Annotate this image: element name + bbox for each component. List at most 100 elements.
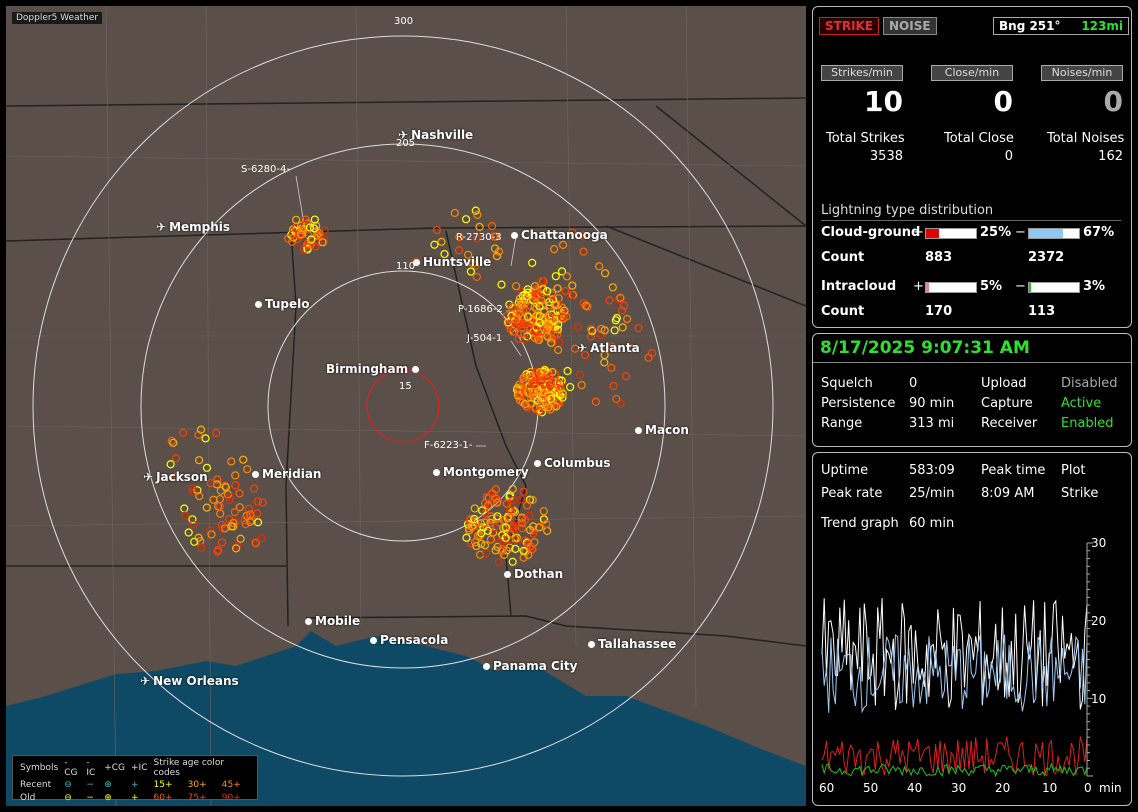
noises-per-min-header[interactable]: Noises/min [1041, 65, 1123, 81]
strike-marker [535, 297, 544, 306]
strike-marker [523, 501, 532, 510]
neg-cg-old-icon: ⊖ [64, 792, 72, 803]
strike-marker [553, 284, 562, 293]
strike-marker [627, 344, 636, 353]
strike-marker [535, 523, 544, 532]
plus-sign: + [913, 279, 924, 294]
strike-marker [484, 501, 493, 510]
strike-marker [470, 504, 479, 513]
legend-header: -CG [64, 758, 78, 778]
strike-marker [477, 539, 486, 548]
city-atlanta: ✈ Atlanta [577, 341, 640, 355]
strike-marker [563, 366, 572, 376]
strike-marker [221, 483, 230, 492]
storm-label[interactable]: F-6223-1- [424, 440, 473, 451]
x-tick: 30 [951, 781, 967, 795]
strike-marker [567, 291, 576, 300]
strike-marker [450, 208, 459, 218]
strike-marker [313, 231, 322, 240]
strike-marker [621, 372, 631, 381]
strike-marker [318, 238, 327, 247]
strike-marker [497, 547, 506, 556]
strike-marker [480, 541, 490, 550]
strike-marker [213, 547, 222, 556]
strike-marker [550, 245, 559, 254]
age-code: 75+ [187, 792, 207, 803]
strike-marker [284, 234, 293, 243]
city-dot-icon [588, 641, 595, 648]
system-info-panel: 8/17/2025 9:07:31 AM Squelch 0 Upload Di… [812, 333, 1132, 447]
strike-marker [568, 281, 577, 290]
close-per-min-header[interactable]: Close/min [931, 65, 1013, 81]
map-title-tag: Doppler5 Weather [12, 12, 103, 24]
strike-marker [312, 227, 321, 236]
cg-positive-bar-fill [926, 229, 939, 238]
divider [821, 220, 1121, 221]
noise-mode-button[interactable]: NOISE [883, 17, 937, 35]
strike-marker [491, 546, 500, 555]
strike-marker [257, 534, 266, 543]
neg-ic-recent-icon: − [86, 779, 94, 790]
strike-marker [206, 479, 215, 488]
strike-marker [508, 302, 517, 311]
symbol-legend: Symbols -CG -IC +CG +IC Strike age color… [12, 755, 258, 803]
strike-marker [533, 290, 542, 299]
strike-marker [241, 520, 250, 529]
strike-marker [557, 267, 567, 276]
strike-mode-button[interactable]: STRIKE [819, 17, 880, 35]
strike-marker [292, 215, 301, 224]
strike-marker [580, 350, 590, 360]
lightning-map[interactable]: Doppler5 Weather 300 205 110 15 S-6280-4… [6, 6, 806, 806]
storm-label[interactable]: S-6280-4- [241, 164, 290, 175]
storm-label[interactable]: R-2730-3 [456, 232, 502, 243]
strike-marker [490, 244, 500, 253]
strike-marker [528, 526, 538, 535]
strike-marker [583, 302, 592, 311]
strike-marker [533, 311, 542, 320]
strike-marker [547, 394, 556, 403]
strike-marker [307, 235, 316, 244]
persistence-label: Persistence [821, 396, 896, 411]
strike-marker [562, 272, 572, 281]
receiver-value[interactable]: Enabled [1061, 416, 1114, 431]
cg-negative-count: 2372 [1028, 250, 1065, 265]
storm-label[interactable]: J-504-1 [467, 333, 503, 344]
strike-marker [288, 230, 297, 239]
x-tick: 40 [907, 781, 923, 795]
strike-marker [509, 315, 518, 324]
strike-marker [239, 455, 248, 464]
strike-marker [491, 494, 501, 503]
legend-header: +CG [104, 763, 126, 773]
strike-marker [310, 215, 319, 224]
total-noises-value: 162 [1098, 149, 1123, 164]
ic-positive-bar [925, 282, 977, 293]
city-meridian: Meridian [252, 467, 321, 481]
strikes-per-min-header[interactable]: Strikes/min [821, 65, 903, 81]
ic-negative-bar [1028, 282, 1080, 293]
strike-marker [539, 515, 549, 524]
strike-marker [432, 225, 441, 235]
upload-value[interactable]: Disabled [1061, 376, 1118, 391]
cg-negative-bar-fill [1029, 229, 1063, 238]
strike-marker [512, 282, 521, 291]
strike-marker [190, 537, 199, 546]
strike-marker [600, 358, 609, 367]
storm-label[interactable]: P-1686-2 [458, 304, 503, 315]
strike-marker [207, 530, 216, 539]
legend-recent-label: Recent [20, 779, 52, 790]
strike-marker [220, 481, 230, 491]
strike-marker [230, 507, 239, 517]
airport-icon: ✈ [140, 674, 151, 688]
strike-marker [251, 538, 260, 548]
capture-value[interactable]: Active [1061, 396, 1102, 411]
strike-marker [461, 215, 471, 224]
strike-marker [634, 323, 643, 333]
city-nashville: ✈ Nashville [398, 128, 474, 142]
range-value: 313 mi [909, 416, 955, 431]
plot-value[interactable]: Strike [1061, 486, 1099, 501]
strike-marker [538, 288, 547, 298]
strike-marker [648, 348, 657, 358]
city-macon: Macon [635, 423, 689, 437]
airport-icon: ✈ [577, 341, 588, 355]
persistence-value: 90 min [909, 396, 955, 411]
